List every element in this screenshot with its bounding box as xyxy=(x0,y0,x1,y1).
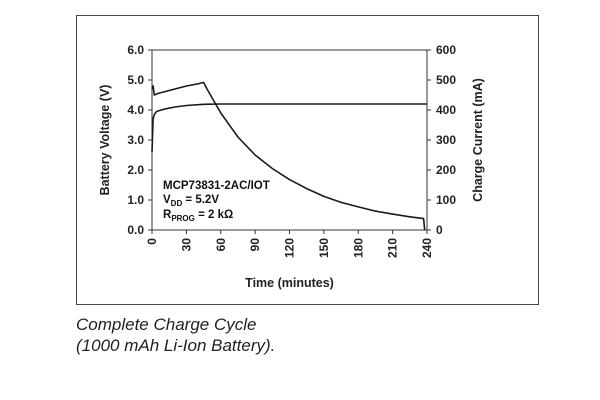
plot-area xyxy=(151,49,428,231)
y-axis-title: Battery Voltage (V) xyxy=(98,85,112,196)
x-tick-label: 0 xyxy=(145,238,159,245)
y2-tick-label: 200 xyxy=(436,163,456,177)
annotation-vdd: VDD = 5.2V xyxy=(163,194,219,208)
y-tick-label: 6.0 xyxy=(127,43,144,57)
figure-frame: 0.0 1.0 2.0 3.0 4.0 5.0 6.0 0 100 200 300 400 500 600… xyxy=(76,15,539,305)
charge-cycle-chart: 0.01.02.03.04.05.06.00100200300400500600… xyxy=(98,43,485,290)
x-tick-label: 120 xyxy=(283,238,297,258)
caption-line-2: (1000 mAh Li-Ion Battery). xyxy=(76,336,276,355)
y2-tick-label: 400 xyxy=(436,103,456,117)
y-tick-label: 3.0 xyxy=(127,133,144,147)
y2-tick-label: 0 xyxy=(436,223,443,237)
y2-tick-label: 600 xyxy=(436,43,456,57)
battery-voltage-line xyxy=(151,103,427,153)
y2-tick-label: 100 xyxy=(436,193,456,207)
x-tick-label: 150 xyxy=(317,238,331,258)
y-tick-label: 2.0 xyxy=(127,163,144,177)
figure-caption: Complete Charge Cycle (1000 mAh Li-Ion B… xyxy=(76,314,275,356)
x-tick-label: 180 xyxy=(351,238,365,258)
y-tick-label: 4.0 xyxy=(127,103,144,117)
x-axis-title: Time (minutes) xyxy=(245,276,334,290)
ticks-group: 0.01.02.03.04.05.06.00100200300400500600… xyxy=(127,43,456,258)
y-tick-label: 0.0 xyxy=(127,223,144,237)
x-tick-label: 210 xyxy=(386,238,400,258)
series-group xyxy=(151,81,427,231)
x-tick-label: 60 xyxy=(214,238,228,252)
y-tick-label: 1.0 xyxy=(127,193,144,207)
charge-current-line xyxy=(151,81,426,231)
y-tick-label: 5.0 xyxy=(127,73,144,87)
x-tick-label: 90 xyxy=(248,238,262,252)
annotation-rprog: RPROG = 2 kΩ xyxy=(163,209,233,223)
annotation-device: MCP73831-2AC/IOT xyxy=(163,180,270,192)
x-tick-label: 240 xyxy=(420,238,434,258)
y2-tick-label: 500 xyxy=(436,73,456,87)
x-tick-label: 30 xyxy=(179,238,193,252)
chart-annotation: MCP73831-2AC/IOT VDD = 5.2V RPROG = 2 kΩ xyxy=(163,180,270,223)
caption-line-1: Complete Charge Cycle xyxy=(76,315,257,334)
y2-tick-label: 300 xyxy=(436,133,456,147)
y2-axis-title: Charge Current (mA) xyxy=(471,78,485,202)
